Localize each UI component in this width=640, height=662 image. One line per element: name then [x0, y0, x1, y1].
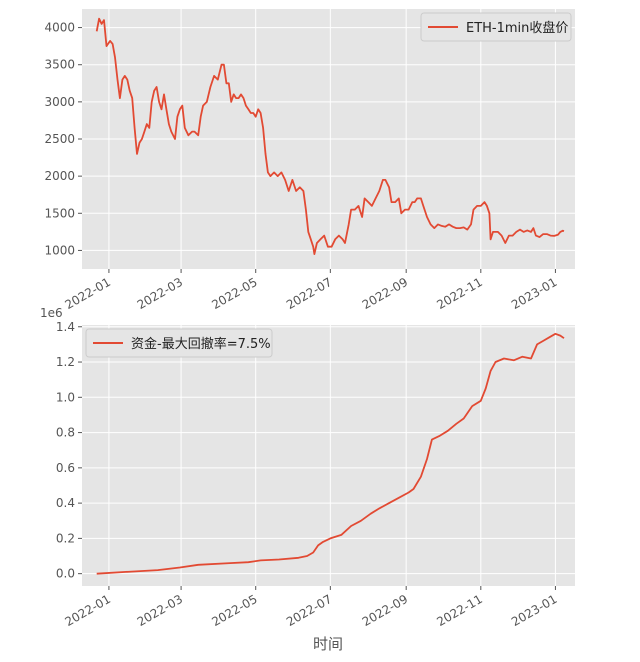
equity-x-tick-label: 2022-05 [209, 592, 259, 629]
equity-y-tick-label: 1.4 [56, 320, 75, 334]
equity-x-tick-label: 2023-01 [509, 592, 559, 629]
equity-y-tick-label: 0.4 [56, 496, 75, 510]
equity-chart: 2022-01 2022-03 2022-05 2022-07 2022-09 2022-… [56, 320, 575, 653]
price-y-tick-label: 3500 [44, 58, 75, 72]
equity-x-axis-label: 时间 [313, 635, 343, 653]
price-y-ticks: 1000 1500 2000 2500 3000 3500 4000 [44, 21, 82, 257]
price-legend-label: ETH-1min收盘价 [466, 20, 568, 36]
equity-y-ticks: 0.0 0.2 0.4 0.6 0.8 1.0 1.2 1.4 [56, 320, 82, 581]
equity-x-tick-label: 2022-07 [284, 592, 334, 629]
equity-series [96, 332, 565, 575]
price-x-tick-label: 2022-11 [434, 275, 484, 312]
equity-y-tick-label: 0.0 [56, 567, 75, 581]
price-x-tick-label: 2022-01 [63, 275, 113, 312]
price-grid [82, 9, 575, 269]
price-legend-box [420, 12, 572, 42]
equity-x-tick-label: 2022-09 [360, 592, 410, 629]
equity-y-tick-label: 1.2 [56, 355, 75, 369]
price-x-tick-label: 2023-01 [509, 275, 559, 312]
price-legend: ETH-1min收盘价 [420, 12, 572, 42]
price-y-tick-label: 1000 [44, 243, 75, 257]
equity-y-tick-label: 0.2 [56, 531, 75, 545]
equity-legend: 资金-最大回撤率=7.5% [85, 328, 273, 358]
equity-y-tick-label: 0.8 [56, 426, 75, 440]
price-x-tick-label: 2022-07 [284, 275, 334, 312]
price-y-offset-text: 1e6 [40, 306, 63, 320]
price-y-tick-label: 2000 [44, 169, 75, 183]
price-chart: 2022-01 2022-03 2022-05 2022-07 2022-09 2022-… [40, 9, 575, 320]
equity-grid [82, 325, 575, 586]
price-y-tick-label: 1500 [44, 206, 75, 220]
price-x-tick-label: 2022-03 [135, 275, 185, 312]
price-x-tick-label: 2022-05 [209, 275, 259, 312]
equity-y-tick-label: 0.6 [56, 461, 75, 475]
equity-x-tick-label: 2022-11 [434, 592, 484, 629]
equity-legend-label: 资金-最大回撤率=7.5% [131, 336, 271, 352]
price-x-ticks: 2022-01 2022-03 2022-05 2022-07 2022-09 2022-… [63, 269, 559, 312]
price-x-tick-label: 2022-09 [360, 275, 410, 312]
equity-x-ticks: 2022-01 2022-03 2022-05 2022-07 2022-09 2022-… [63, 586, 559, 629]
price-y-tick-label: 3000 [44, 95, 75, 109]
price-y-tick-label: 2500 [44, 132, 75, 146]
equity-plot-area [82, 325, 575, 586]
equity-legend-box [85, 328, 273, 358]
price-series [95, 17, 565, 256]
equity-x-tick-label: 2022-01 [63, 592, 113, 629]
equity-x-tick-label: 2022-03 [135, 592, 185, 629]
equity-series-line [96, 332, 565, 575]
price-series-line [95, 17, 565, 256]
price-y-tick-label: 4000 [44, 21, 75, 35]
equity-y-tick-label: 1.0 [56, 390, 75, 404]
